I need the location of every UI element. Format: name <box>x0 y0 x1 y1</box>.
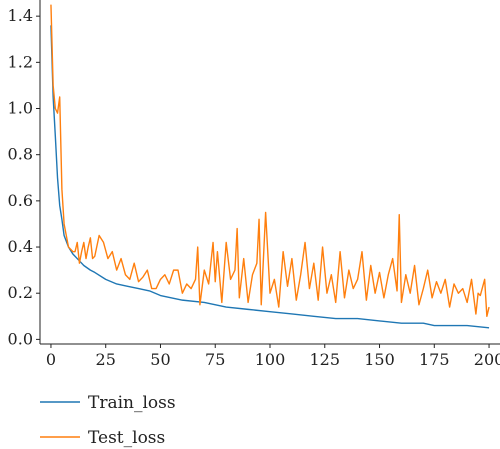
x-tick-label: 200 <box>474 350 500 369</box>
series-line-test-loss <box>50 4 490 317</box>
y-tick-label: 0.6 <box>8 191 33 210</box>
series-layer <box>50 4 490 329</box>
y-axis-ticks: 0.0 0.2 0.4 0.6 0.8 1.0 1.2 1.4 <box>8 6 40 348</box>
y-tick-label: 0.4 <box>8 237 33 256</box>
y-tick-label: 1.0 <box>8 99 33 118</box>
x-tick-label: 100 <box>255 350 286 369</box>
y-tick-label: 0.8 <box>8 145 33 164</box>
y-tick-label: 0.2 <box>8 283 33 302</box>
x-axis-ticks: 0 25 50 75 100 125 150 175 200 <box>46 344 500 369</box>
x-tick-label: 0 <box>46 350 56 369</box>
x-tick-label: 125 <box>309 350 340 369</box>
legend-label: Test_loss <box>88 428 165 448</box>
y-tick-label: 1.4 <box>8 6 33 25</box>
legend: Train_loss Test_loss <box>40 393 176 448</box>
plot-area: 0.0 0.2 0.4 0.6 0.8 1.0 1.2 1.4 0 25 50 75 100 125 15… <box>8 0 500 369</box>
y-tick-label: 0.0 <box>8 329 33 348</box>
x-tick-label: 150 <box>364 350 395 369</box>
x-tick-label: 50 <box>150 350 170 369</box>
legend-label: Train_loss <box>88 393 176 413</box>
x-tick-label: 175 <box>419 350 450 369</box>
y-tick-label: 1.2 <box>8 52 33 71</box>
series-line-train-loss <box>50 25 490 329</box>
x-tick-label: 25 <box>96 350 116 369</box>
x-tick-label: 75 <box>205 350 225 369</box>
